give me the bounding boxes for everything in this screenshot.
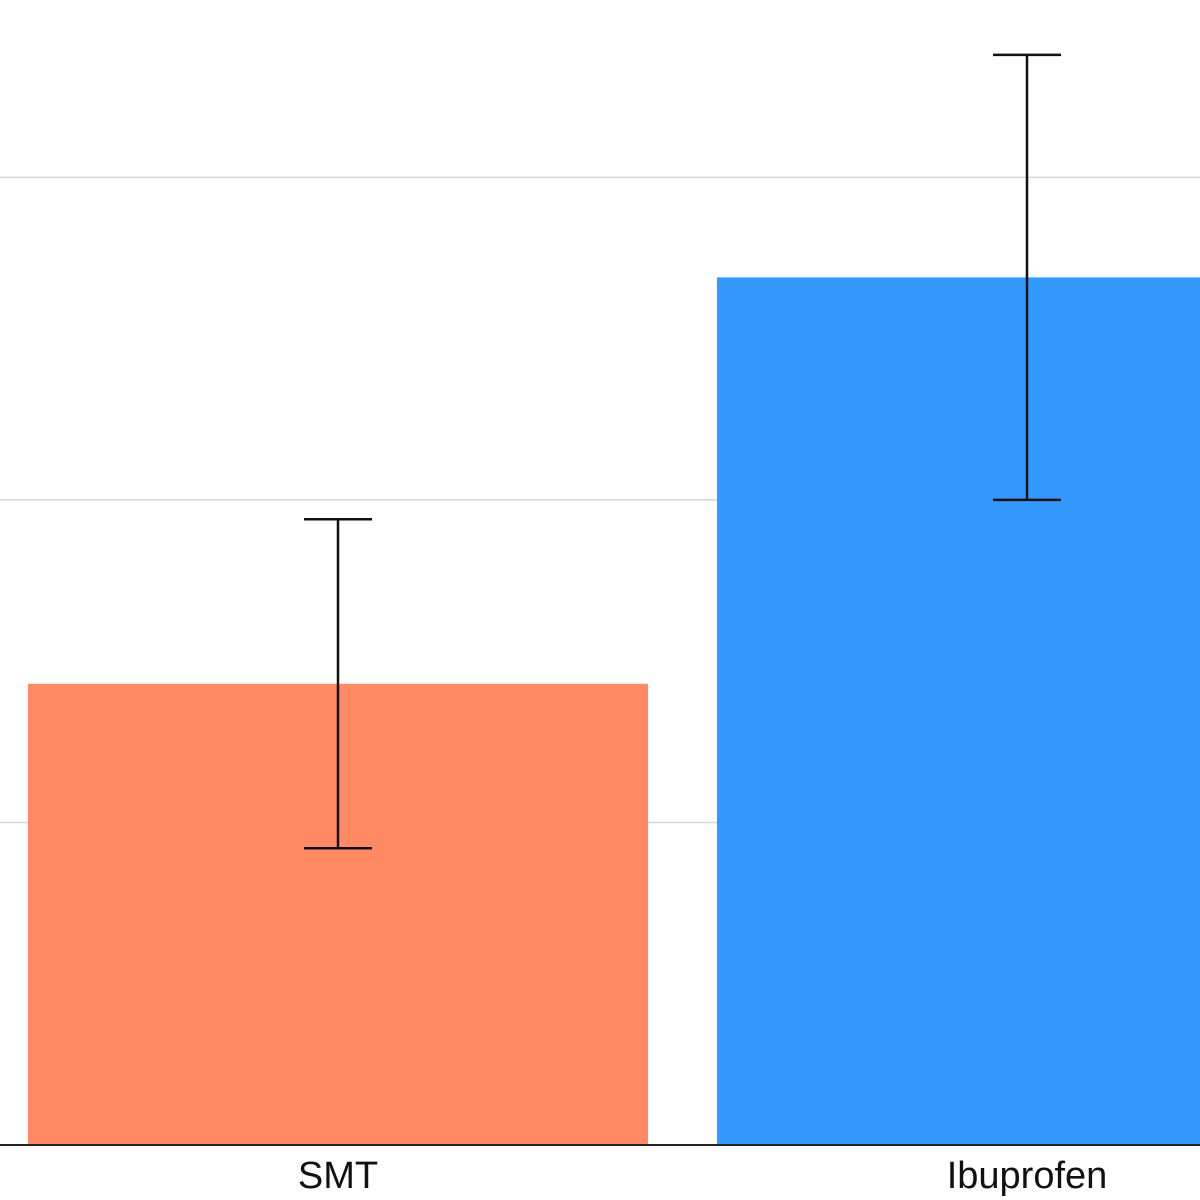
error-bar	[993, 53, 1061, 502]
error-bar	[304, 518, 372, 850]
x-tick-label: Ibuprofen	[947, 1155, 1108, 1197]
bar	[716, 277, 1200, 1146]
x-tick-label: SMT	[298, 1155, 378, 1197]
